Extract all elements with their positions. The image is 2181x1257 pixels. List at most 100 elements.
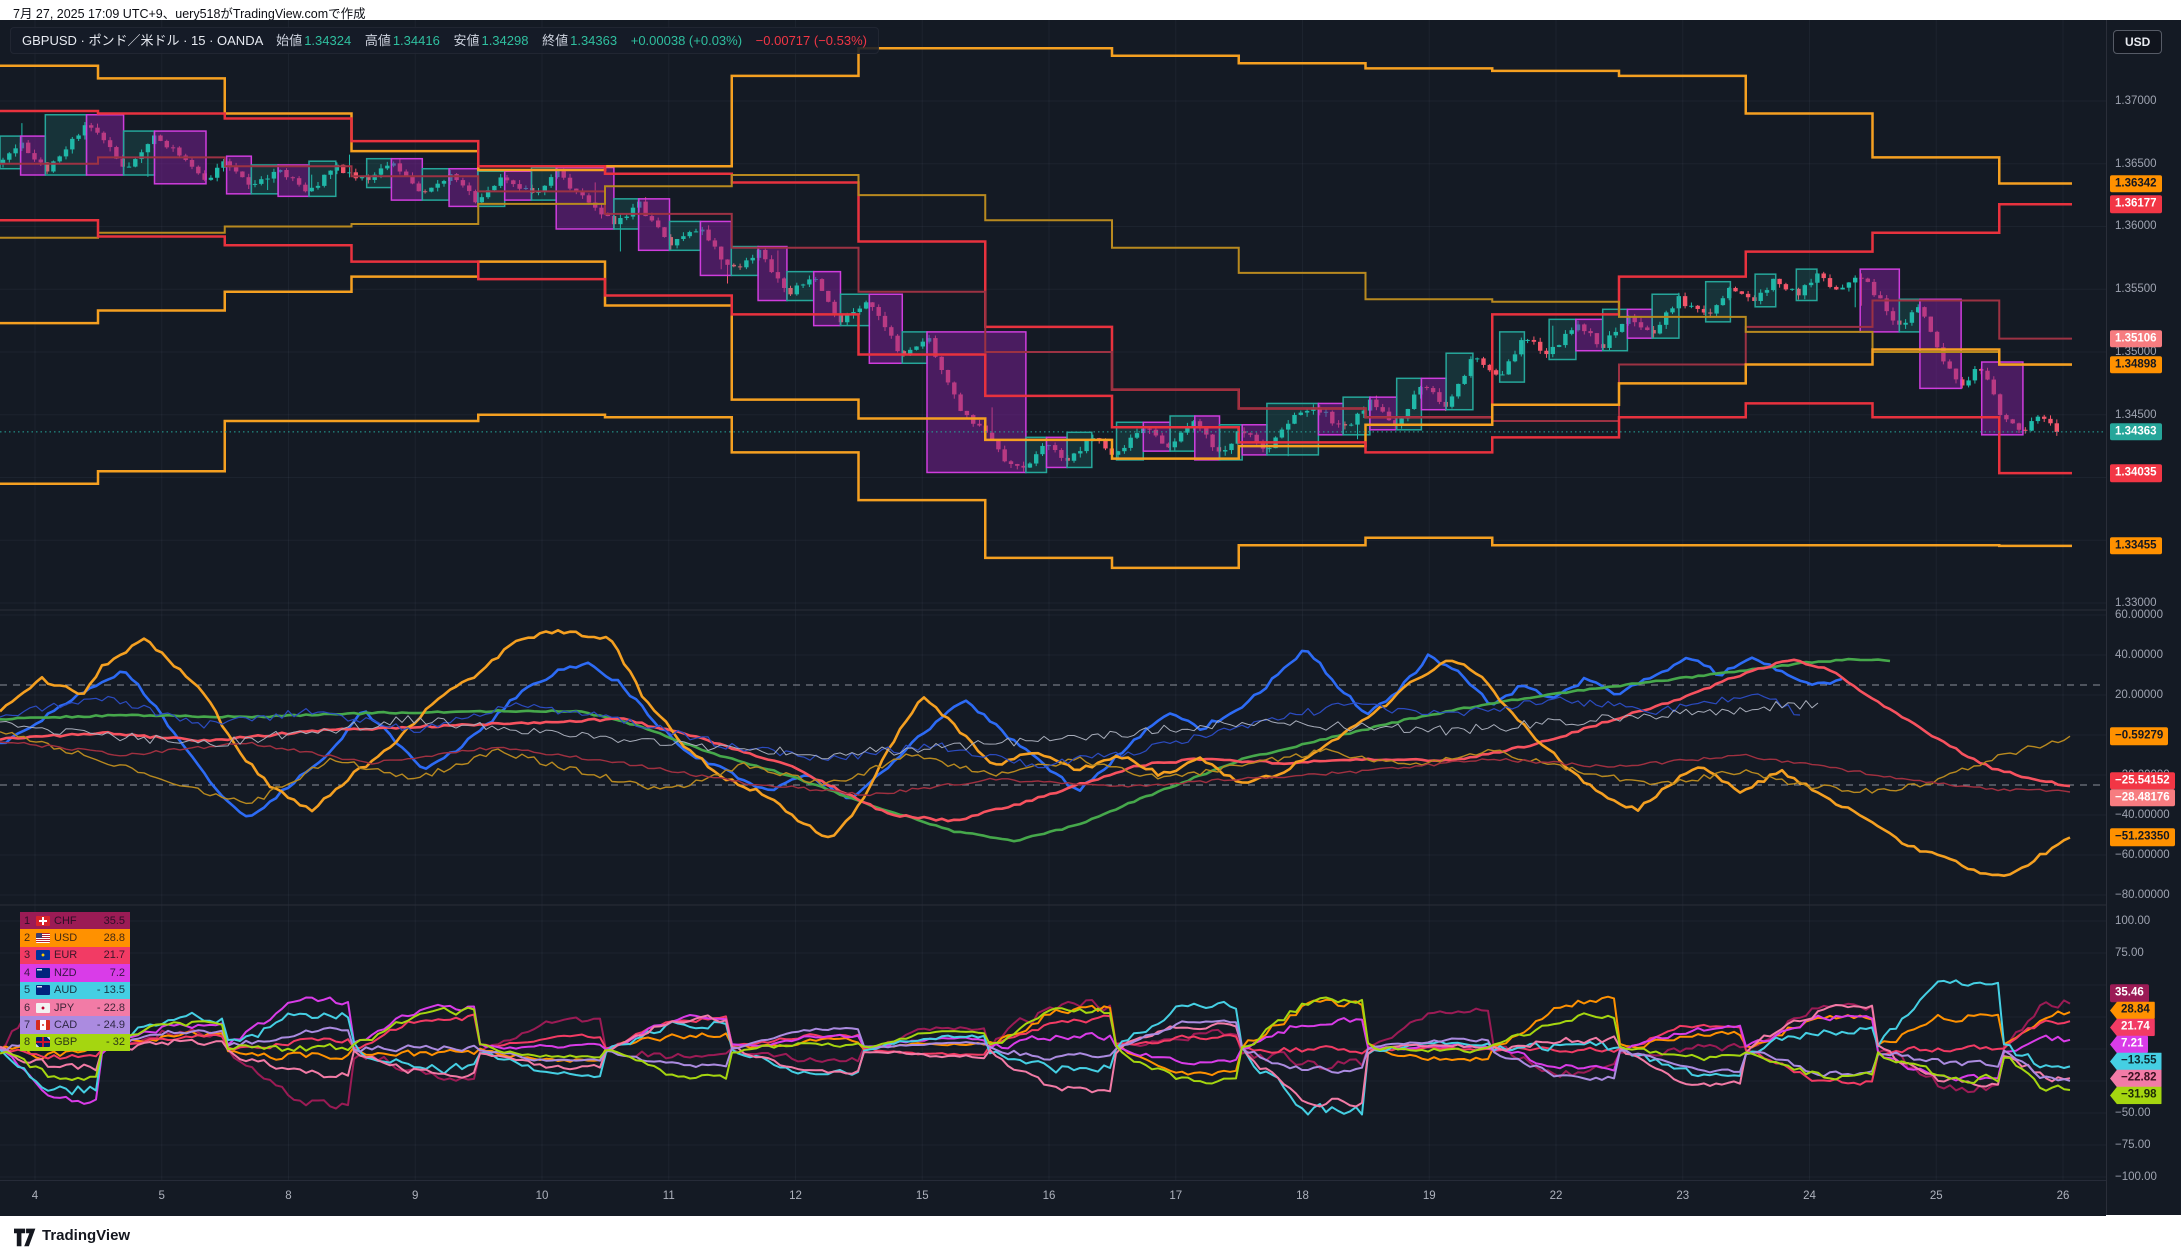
axis-label: 1.37000	[2115, 94, 2157, 107]
legend-currency-code: CHF	[54, 914, 77, 927]
legend-rank: 2	[24, 932, 31, 945]
high-value: 1.34416	[392, 33, 440, 48]
legend-rank: 8	[24, 1036, 31, 1049]
strength-legend-row-USD: 2 USD 28.8	[20, 929, 130, 947]
price-axis-badge: 1.34035	[2110, 464, 2162, 482]
nzd-flag-icon	[36, 967, 50, 978]
legend-currency-value: 28.8	[103, 932, 125, 945]
usd-flag-icon	[36, 933, 50, 944]
time-axis-label: 11	[662, 1190, 675, 1202]
axis-label: 40.00000	[2115, 649, 2163, 661]
time-axis-label: 5	[158, 1190, 165, 1202]
strength-lines	[0, 979, 2071, 1116]
legend-currency-value: 7.2	[109, 966, 125, 979]
tradingview-logo[interactable]	[14, 1225, 40, 1247]
legend-rank: 7	[24, 1019, 31, 1032]
price-axis-badge: −25.54152	[2110, 771, 2175, 790]
strength-line-GBP	[0, 996, 2071, 1092]
time-axis[interactable]: 4 5 8 9 10 11 12 15 16 17 18 19 22 23 24 25 26	[0, 1180, 2106, 1216]
bar-change: +0.00038 (+0.03%)	[630, 33, 743, 48]
price-axis-badge: −31.98	[2110, 1086, 2162, 1105]
aud-flag-icon	[36, 985, 50, 996]
low-value: 1.34298	[481, 33, 529, 48]
time-axis-label: 10	[535, 1190, 549, 1202]
strength-line-EUR	[0, 1013, 2071, 1086]
legend-currency-value: - 13.5	[96, 984, 125, 997]
time-axis-label: 26	[2056, 1190, 2070, 1202]
legend-currency-code: CAD	[54, 1019, 78, 1032]
time-axis-label: 8	[285, 1190, 292, 1202]
symbol-title: GBPUSD · ポンド／米ドル · 15 · OANDA	[22, 33, 263, 48]
step-line-pivot-support-lower	[0, 413, 2072, 570]
legend-currency-value: - 22.8	[96, 1001, 125, 1014]
price-axis-badge: −28.48176	[2110, 788, 2175, 807]
legend-currency-value: - 32	[106, 1036, 125, 1049]
price-axis-badge: 21.74	[2110, 1018, 2155, 1037]
time-axis-label: 18	[1296, 1190, 1309, 1202]
legend-currency-code: JPY	[54, 1001, 75, 1014]
line-osc-darkred-thin	[0, 741, 2071, 797]
price-axis-badge: 1.34363	[2110, 423, 2162, 441]
attribution-bar: 7月 27, 2025 17:09 UTC+9、uery518がTradingV…	[0, 0, 2181, 21]
symbol-legend[interactable]: GBPUSD · ポンド／米ドル · 15 · OANDA 始値 1.34324 …	[10, 27, 879, 54]
strength-legend-row-CHF: 1 CHF 35.5	[20, 912, 130, 930]
time-axis-label: 22	[1549, 1190, 1563, 1202]
chart-canvas[interactable]	[0, 20, 2106, 1180]
price-axis-badge: 1.34898	[2110, 356, 2162, 374]
price-axis-badge: 1.36177	[2110, 195, 2162, 213]
close-label: 終値	[542, 33, 569, 48]
axis-label: −75.00	[2115, 1139, 2151, 1152]
line-osc-red	[0, 658, 2071, 823]
time-axis-label: 15	[915, 1190, 929, 1202]
time-axis-label: 12	[789, 1190, 802, 1202]
legend-currency-code: NZD	[54, 966, 77, 979]
strength-line-AUD	[0, 979, 2071, 1116]
chf-flag-icon	[36, 915, 50, 926]
high-label: 高値	[364, 33, 391, 48]
axis-label: −100.00	[2115, 1171, 2157, 1184]
chart-area[interactable]: GBPUSD · ポンド／米ドル · 15 · OANDA 始値 1.34324 …	[0, 20, 2181, 1216]
legend-rank: 6	[24, 1001, 31, 1014]
low-label: 安値	[453, 33, 480, 48]
strength-line-CAD	[0, 1019, 2071, 1082]
legend-currency-value: 21.7	[103, 949, 125, 962]
axis-label: 1.36000	[2115, 220, 2157, 233]
price-step-lines	[0, 46, 2072, 570]
currency-unit-button[interactable]: USD	[2113, 30, 2163, 54]
time-axis-label: 24	[1803, 1190, 1816, 1202]
line-osc-green	[0, 657, 1891, 843]
close-value: 1.34363	[570, 33, 618, 48]
axis-label: 1.34500	[2115, 408, 2157, 421]
jpy-flag-icon	[36, 1002, 50, 1013]
step-line-olive-mid-band	[0, 174, 2072, 366]
axis-label: −60.00000	[2115, 849, 2170, 861]
time-axis-label: 16	[1042, 1190, 1056, 1202]
swing-boxes	[0, 114, 2024, 474]
axis-label: 100.00	[2115, 915, 2151, 927]
axis-label: −50.00	[2115, 1107, 2151, 1120]
legend-currency-code: GBP	[54, 1036, 78, 1049]
strength-legend: 1 CHF 35.5 2 USD 28.8 3 EUR 21.7 4 NZD 7.2 5 AUD - 13.…	[20, 912, 130, 1052]
strength-legend-row-JPY: 6 JPY - 22.8	[20, 998, 130, 1017]
price-axis-badge: −0.59279	[2110, 727, 2169, 745]
strength-line-USD	[0, 995, 2071, 1077]
eur-flag-icon	[36, 950, 50, 961]
time-axis-label: 9	[412, 1190, 419, 1202]
axis-label: 20.00000	[2115, 689, 2163, 701]
footer-brand[interactable]: TradingView	[42, 1227, 131, 1244]
strength-legend-row-GBP: 8 GBP - 32	[20, 1033, 130, 1052]
axis-label: 60.00000	[2115, 609, 2163, 621]
time-axis-label: 19	[1422, 1190, 1436, 1202]
strength-line-CHF	[0, 980, 2071, 1110]
strength-legend-row-AUD: 5 AUD - 13.5	[20, 981, 130, 999]
day-change: −0.00717 (−0.53%)	[755, 33, 867, 48]
price-axis[interactable]: USD 1.37000 1.36500 1.36000 1.35500 1.35000 1…	[2106, 20, 2181, 1215]
strength-line-NZD	[0, 996, 2071, 1105]
strength-legend-row-CAD: 7 CAD - 24.9	[20, 1016, 130, 1034]
price-axis-badge: −51.23350	[2110, 828, 2175, 847]
price-axis-badge: 35.46	[2110, 984, 2149, 1003]
legend-rank: 4	[24, 966, 31, 979]
legend-currency-code: EUR	[54, 949, 78, 962]
axis-label: 1.35000	[2115, 345, 2157, 358]
time-axis-label: 23	[1676, 1190, 1690, 1202]
